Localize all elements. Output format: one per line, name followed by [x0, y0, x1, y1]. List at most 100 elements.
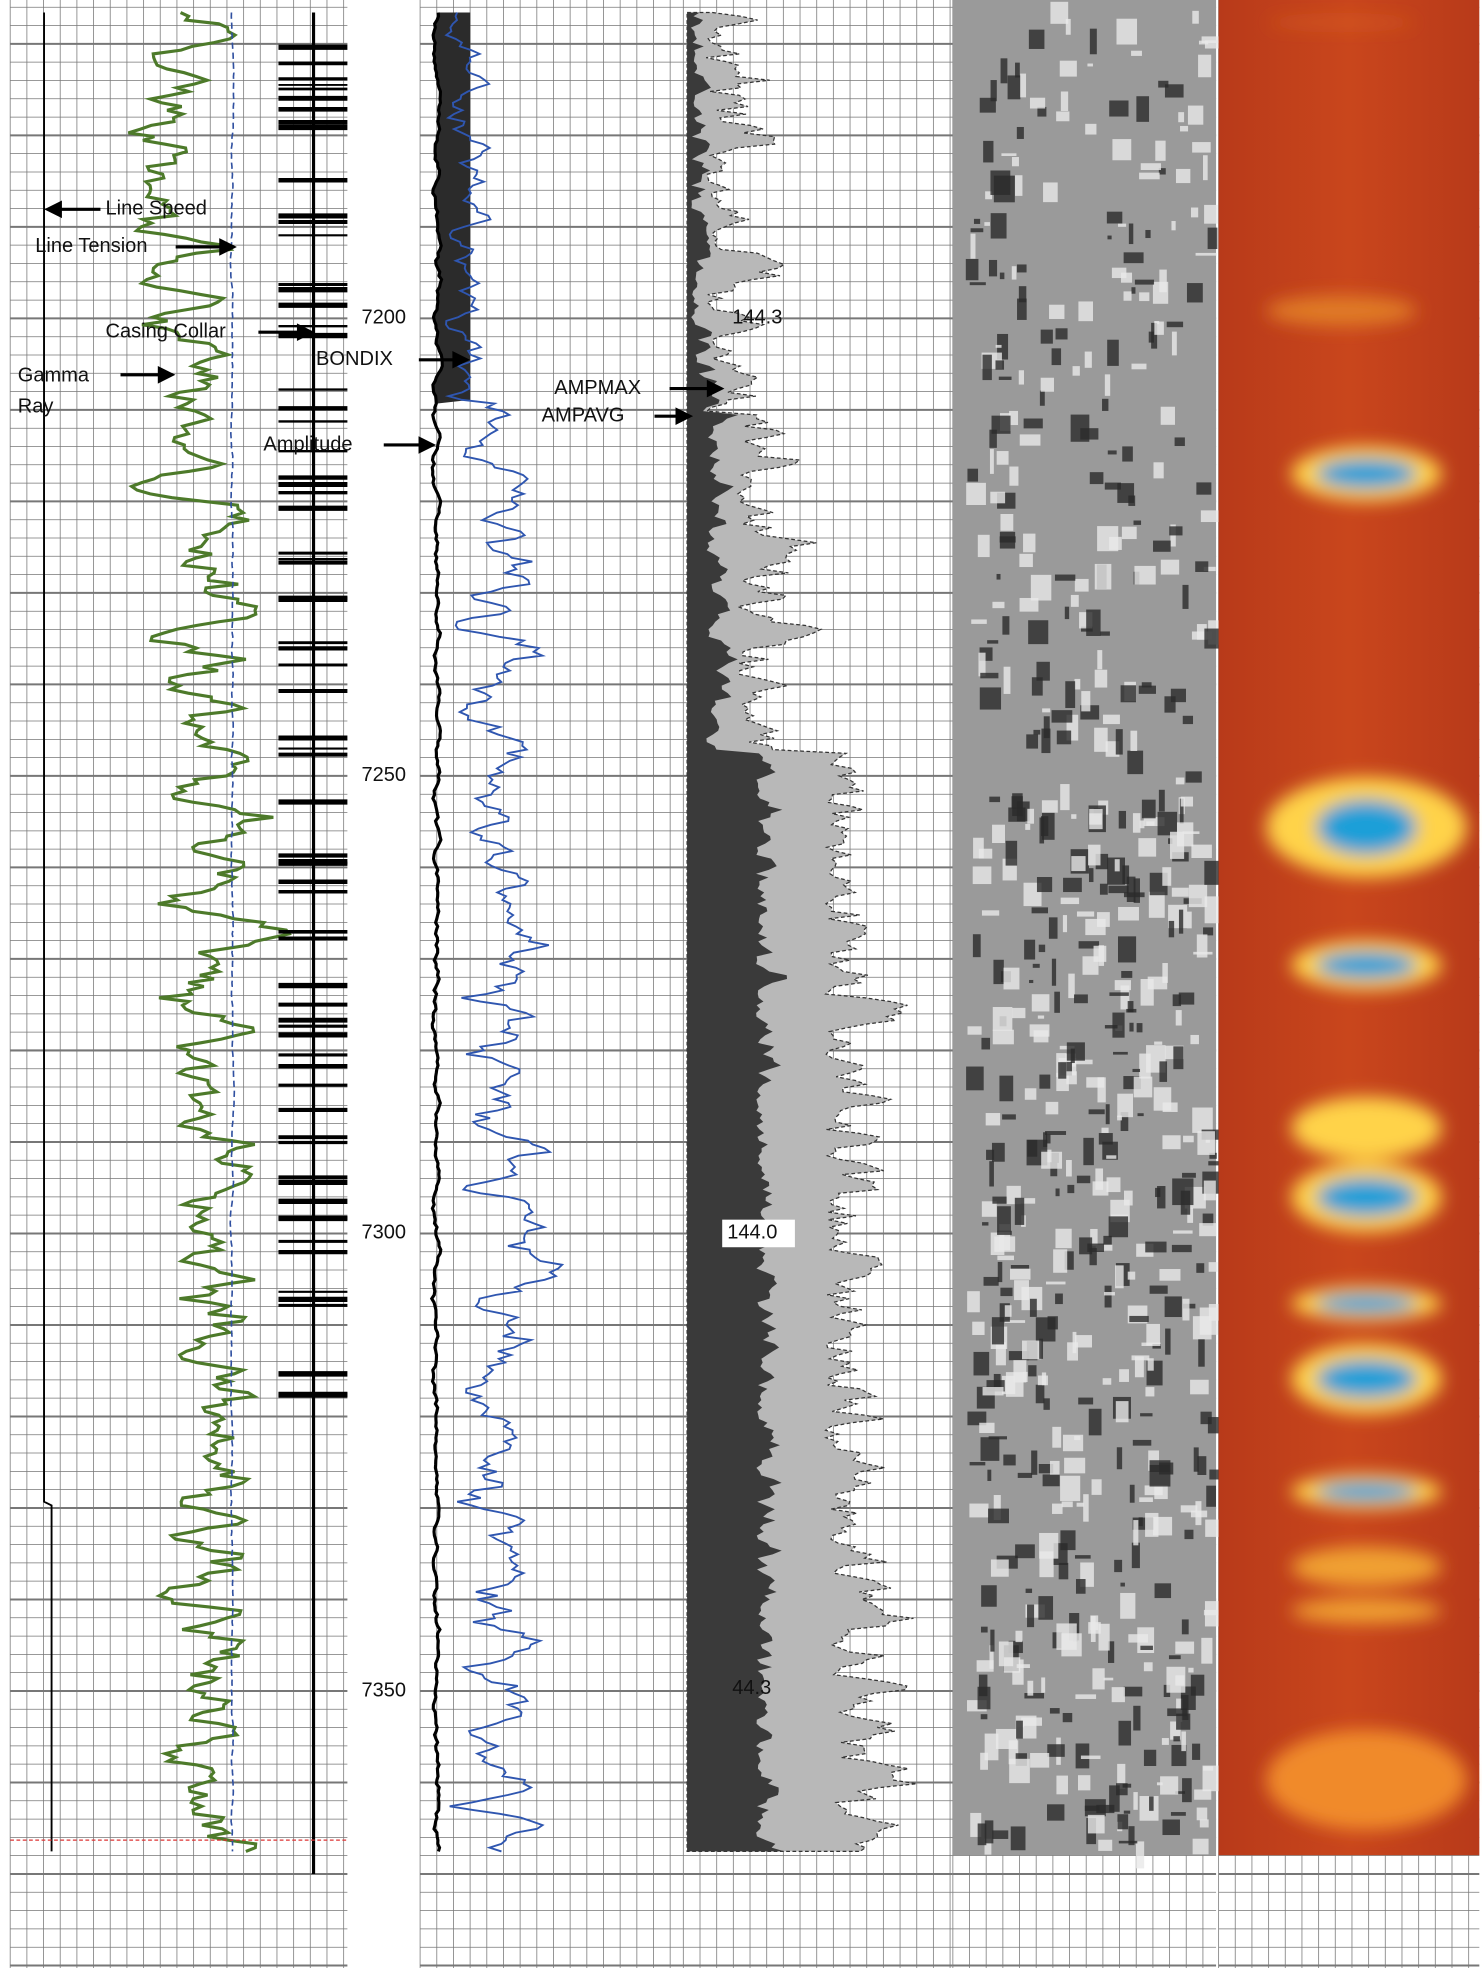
vdl-streak: [1149, 1285, 1168, 1294]
vdl-streak: [1182, 584, 1189, 609]
vdl-streak: [1003, 1454, 1016, 1466]
depth-label: 7200: [361, 307, 406, 329]
vdl-streak: [1141, 799, 1156, 819]
vdl-streak: [1146, 821, 1155, 826]
vdl-streak: [1098, 1839, 1113, 1851]
vdl-streak: [1017, 1472, 1033, 1478]
vdl-streak: [1016, 126, 1024, 139]
vdl-streak: [1206, 1485, 1216, 1507]
vdl-streak: [1028, 1365, 1037, 1377]
vdl-streak: [1039, 1532, 1059, 1559]
vdl-streak: [1139, 820, 1145, 829]
vdl-streak: [1131, 287, 1136, 294]
bond-blob: [1316, 951, 1417, 979]
vdl-streak: [1055, 1188, 1060, 1197]
vdl-streak: [1003, 666, 1011, 694]
vdl-streak: [1167, 1708, 1187, 1717]
vdl-streak: [1071, 814, 1077, 819]
vdl-streak: [997, 333, 1009, 360]
vdl-streak: [1187, 1207, 1194, 1223]
vdl-streak: [1088, 1408, 1102, 1436]
vdl-streak: [1067, 1342, 1079, 1361]
vdl-streak: [1094, 563, 1112, 590]
vdl-streak: [1049, 304, 1065, 319]
vdl-streak: [1038, 944, 1046, 953]
vdl-streak: [973, 218, 981, 224]
vdl-streak: [1041, 1151, 1063, 1169]
vdl-streak: [999, 272, 1005, 280]
vdl-streak: [1173, 1046, 1184, 1070]
vdl-streak: [1197, 1456, 1207, 1475]
vdl-streak: [1155, 140, 1166, 161]
ampavg-area: [687, 12, 788, 1852]
vdl-streak: [1029, 97, 1046, 109]
vdl-streak: [1106, 1155, 1117, 1159]
vdl-streak: [1188, 884, 1208, 908]
vdl-streak: [1132, 1439, 1152, 1446]
vdl-streak: [1117, 1115, 1122, 1121]
vdl-streak: [1141, 682, 1152, 688]
vdl-streak: [985, 191, 993, 200]
vdl-streak: [1089, 808, 1103, 830]
vdl-streak: [1049, 1708, 1060, 1714]
vdl-streak: [1095, 1168, 1104, 1190]
vdl-streak: [1192, 10, 1199, 24]
vdl-streak: [1095, 1244, 1113, 1251]
vdl-streak: [1159, 1061, 1168, 1082]
vdl-streak: [1025, 1588, 1033, 1593]
vdl-streak: [1176, 1713, 1191, 1730]
vdl-streak: [1168, 920, 1175, 938]
vdl-streak: [1015, 1544, 1035, 1559]
vdl-streak: [1109, 536, 1122, 550]
vdl-streak: [992, 1007, 1013, 1031]
vdl-streak: [1148, 331, 1154, 343]
vdl-streak: [992, 824, 1006, 844]
vdl-streak: [1031, 1450, 1038, 1475]
vdl-streak: [1009, 466, 1019, 486]
vdl-streak: [1076, 1502, 1084, 1507]
vdl-streak: [1118, 906, 1139, 921]
vdl-streak: [1159, 269, 1167, 293]
vdl-streak: [991, 1317, 1005, 1345]
label: Gamma: [18, 364, 90, 386]
vdl-streak: [1196, 624, 1207, 640]
vdl-streak: [1192, 1107, 1213, 1133]
vdl-streak: [1008, 807, 1026, 822]
vdl-streak: [1043, 182, 1058, 203]
vdl-streak: [1140, 1645, 1153, 1650]
vdl-streak: [1175, 1010, 1182, 1026]
vdl-streak: [1170, 1721, 1181, 1740]
vdl-streak: [1080, 428, 1099, 440]
vdl-streak: [1029, 979, 1034, 984]
vdl-streak: [1070, 594, 1079, 607]
vdl-streak: [1045, 1281, 1066, 1285]
vdl-streak: [1190, 1034, 1199, 1045]
depth-label: 7250: [361, 764, 406, 786]
vdl-streak: [1070, 414, 1090, 442]
vdl-streak: [1015, 1630, 1023, 1643]
vdl-streak: [1204, 40, 1224, 49]
vdl-streak: [978, 848, 993, 859]
vdl-streak: [996, 573, 1001, 580]
vdl-streak: [1062, 1712, 1073, 1723]
vdl-streak: [1023, 418, 1043, 429]
vdl-streak: [1164, 696, 1176, 713]
vdl-streak: [1048, 917, 1058, 939]
vdl-streak: [1053, 1249, 1068, 1273]
vdl-streak: [1190, 1379, 1209, 1395]
vdl-streak: [1025, 823, 1031, 830]
vdl-streak: [1052, 1503, 1063, 1514]
vdl-streak: [1121, 971, 1133, 978]
vdl-streak: [988, 1508, 1009, 1524]
vdl-streak: [989, 429, 997, 448]
vdl-streak: [1106, 1177, 1121, 1193]
vdl-streak: [990, 80, 997, 102]
vdl-streak: [980, 1714, 988, 1720]
vdl-streak: [1168, 1655, 1181, 1660]
vdl-streak: [1066, 1159, 1072, 1177]
vdl-streak: [1175, 1791, 1186, 1794]
vdl-streak: [983, 1276, 999, 1286]
vdl-streak: [999, 1075, 1014, 1102]
vdl-streak: [1194, 1789, 1212, 1800]
vdl-streak: [1113, 1051, 1128, 1055]
